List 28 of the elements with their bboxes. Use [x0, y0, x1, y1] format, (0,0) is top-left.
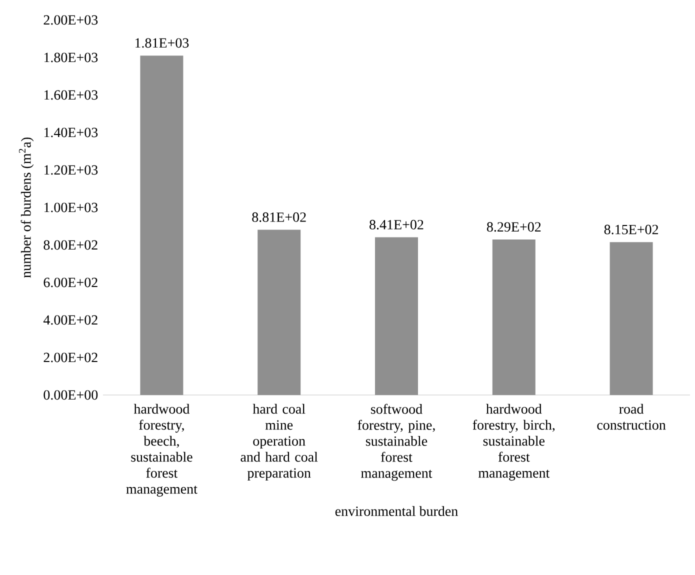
- y-tick-label: 1.40E+03: [44, 128, 98, 138]
- y-tick-label: 6.00E+02: [44, 278, 98, 288]
- data-label: 8.15E+02: [604, 224, 658, 234]
- y-tick-label: 2.00E+03: [44, 15, 98, 25]
- x-axis-title: environmental burden: [335, 506, 458, 516]
- bar: [375, 237, 418, 395]
- data-label: 8.81E+02: [252, 212, 306, 222]
- y-tick-label: 8.00E+02: [44, 240, 98, 250]
- bar: [258, 230, 301, 395]
- bar: [610, 242, 653, 395]
- data-label: 8.41E+02: [370, 220, 424, 230]
- y-axis-title: number of burdens (m$^{2}$a): [18, 138, 34, 278]
- y-tick-label: 4.00E+02: [43, 315, 98, 325]
- y-tick-label: 1.80E+03: [44, 52, 98, 62]
- y-tick-label: 1.20E+03: [44, 165, 98, 175]
- x-tick-label: hardwood forestry, birch, sustainable forest management: [472, 404, 555, 481]
- bar: [140, 56, 184, 395]
- x-tick-label: hard coal mine operation and hard coal preparation: [240, 404, 318, 481]
- x-tick-label: road construction: [597, 404, 666, 430]
- x-tick-label: softwood forestry, pine, sustainable forest management: [358, 404, 435, 481]
- y-tick-label: 1.60E+03: [44, 90, 98, 100]
- y-tick-label: 2.00E+02: [44, 352, 98, 362]
- bar: [492, 240, 536, 395]
- y-tick-label: 0.00E+00: [44, 390, 98, 400]
- data-label: 1.81E+03: [135, 38, 189, 48]
- x-tick-label: hardwood forestry, beech, sustainable forest management: [126, 404, 198, 497]
- y-tick-label: 1.00E+03: [44, 202, 98, 212]
- data-label: 8.29E+02: [486, 222, 541, 232]
